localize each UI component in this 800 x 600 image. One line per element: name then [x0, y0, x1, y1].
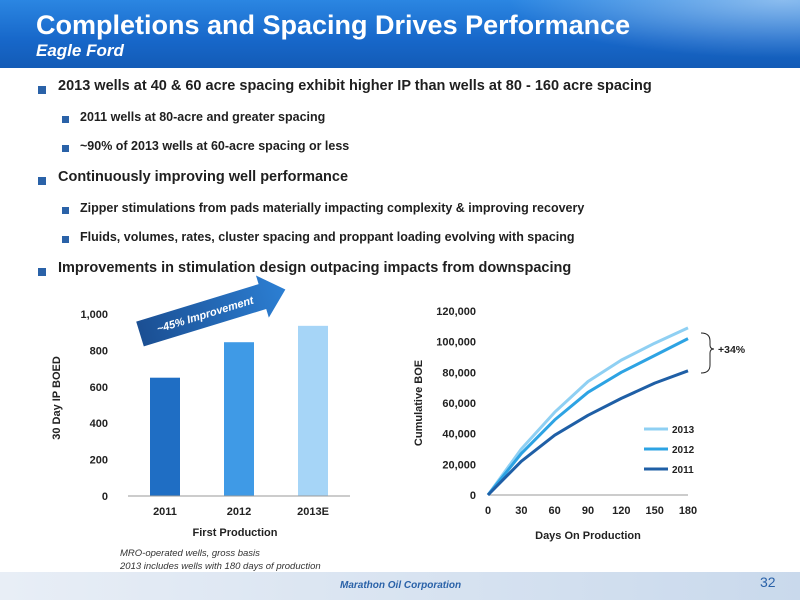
bullet-l2: ~90% of 2013 wells at 60-acre spacing or…	[80, 139, 350, 153]
bar-y-axis-label: 30 Day IP BOED	[51, 356, 63, 440]
legend-label: 2012	[672, 445, 695, 456]
bar-2011	[150, 377, 180, 496]
bullet-marker	[62, 116, 69, 123]
banner-highlight	[460, 0, 800, 68]
bar-y-tick-label: 200	[90, 455, 108, 467]
ip-bar-chart: 0 200 400 600 800 1,000 2011 2012 2013E 30 Day …	[51, 275, 350, 539]
percent-bracket: +34%	[700, 332, 746, 374]
line-x-tick-label: 60	[549, 505, 561, 517]
slide-title: Completions and Spacing Drives Performan…	[36, 10, 631, 40]
line-x-tick-label: 30	[515, 505, 527, 517]
line-y-tick-label: 40,000	[442, 429, 476, 441]
line-y-axis-label: Cumulative BOE	[413, 360, 425, 446]
bar-y-tick-label: 800	[90, 345, 108, 357]
title-banner: Completions and Spacing Drives Performan…	[0, 0, 800, 68]
bar-2012	[224, 342, 254, 496]
bar-x-tick-label: 2011	[153, 506, 177, 518]
bullet-l2: 2011 wells at 80-acre and greater spacin…	[80, 110, 326, 124]
footer-company: Marathon Oil Corporation	[340, 580, 462, 591]
line-y-tick-label: 0	[470, 490, 476, 502]
bullet-marker	[62, 207, 69, 214]
legend-label: 2011	[672, 465, 694, 476]
bar-y-tick-label: 0	[102, 491, 108, 503]
series-line-2012	[486, 337, 689, 496]
line-y-tick-label: 20,000	[442, 459, 476, 471]
line-y-tick-label: 80,000	[442, 367, 476, 379]
bullet-marker	[62, 236, 69, 243]
line-x-tick-label: 150	[645, 505, 663, 517]
line-y-tick-label: 100,000	[436, 337, 476, 349]
bullet-l2: Zipper stimulations from pads materially…	[80, 201, 585, 215]
bar-x-tick-label: 2013E	[297, 506, 329, 518]
improvement-arrow: ~45% Improvement	[136, 275, 286, 347]
bar-y-tick-label: 400	[90, 418, 108, 430]
line-y-tick-label: 120,000	[436, 306, 476, 318]
bar-y-tick-label: 600	[90, 382, 108, 394]
series-line-2013	[486, 326, 689, 496]
footnote: 2013 includes wells with 180 days of pro…	[120, 561, 321, 572]
line-x-tick-label: 180	[679, 505, 697, 517]
cumulative-boe-line-chart: 020,00040,00060,00080,000100,000120,000 …	[413, 306, 746, 542]
bar-x-axis-label: First Production	[193, 527, 278, 539]
percent-gain-annotation: +34%	[718, 344, 746, 356]
line-x-tick-label: 0	[485, 505, 491, 517]
bullet-l1: Improvements in stimulation design outpa…	[58, 260, 572, 276]
page-number: 32	[760, 574, 776, 590]
bar-2013E	[298, 325, 328, 496]
bullet-marker	[38, 177, 46, 185]
footer-bar: Marathon Oil Corporation 32	[0, 572, 800, 600]
line-x-tick-label: 90	[582, 505, 594, 517]
bar-y-tick-label: 1,000	[80, 309, 108, 321]
line-x-axis-label: Days On Production	[535, 530, 641, 542]
slide-subtitle: Eagle Ford	[36, 41, 124, 60]
bullet-marker	[38, 86, 46, 94]
footnote: MRO-operated wells, gross basis	[120, 548, 260, 559]
line-x-tick-label: 120	[612, 505, 630, 517]
line-y-tick-label: 60,000	[442, 398, 476, 410]
legend-label: 2013	[672, 425, 695, 436]
bullet-l1: Continuously improving well performance	[58, 169, 349, 185]
bar-x-tick-label: 2012	[227, 506, 251, 518]
bullet-marker	[62, 145, 69, 152]
series-line-2011	[486, 369, 689, 497]
bullet-l1: 2013 wells at 40 & 60 acre spacing exhib…	[58, 78, 652, 94]
bullet-marker	[38, 268, 46, 276]
bullet-l2: Fluids, volumes, rates, cluster spacing …	[80, 230, 575, 244]
